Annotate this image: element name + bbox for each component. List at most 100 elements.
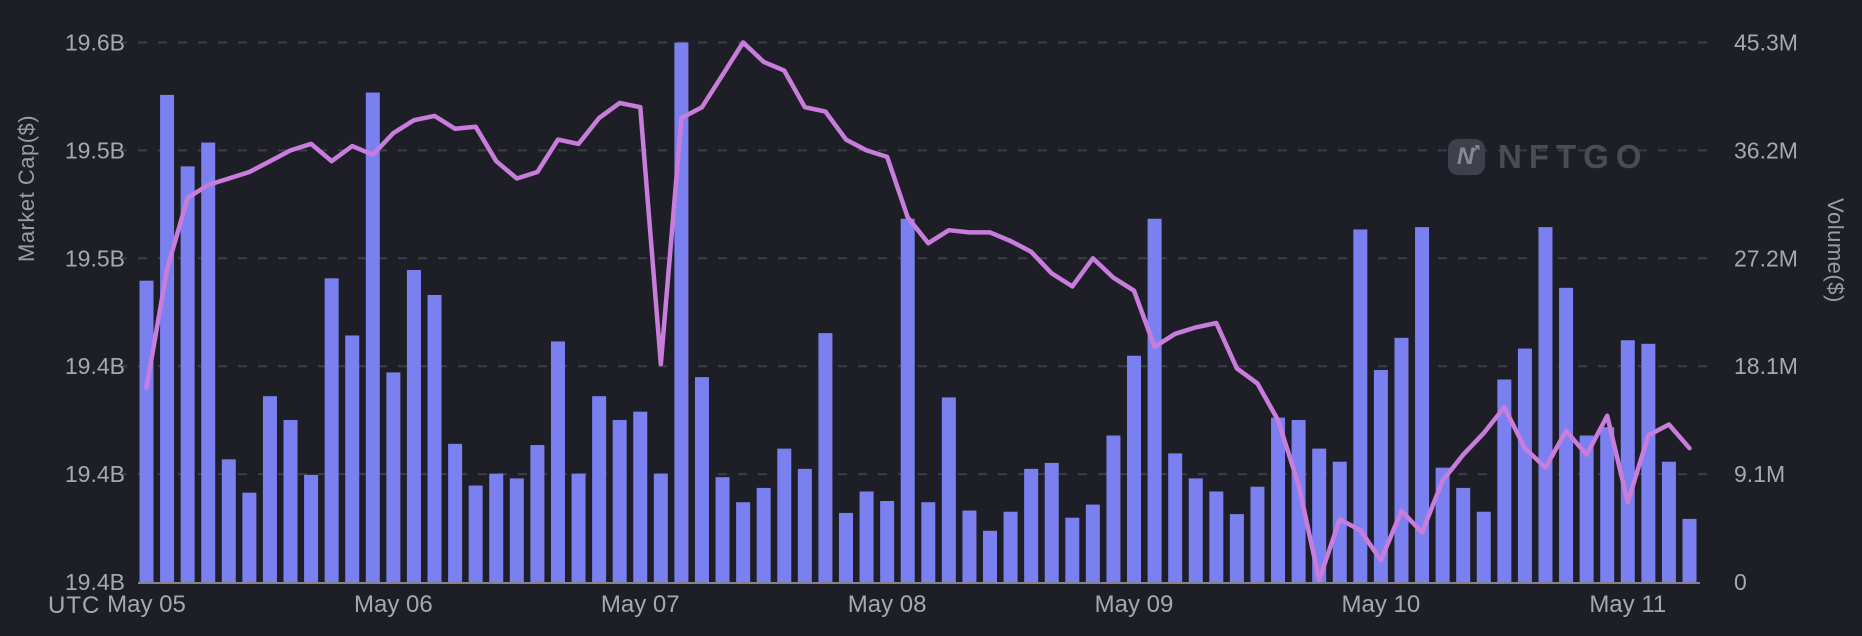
volume-bar[interactable] [489, 473, 504, 582]
right-axis-tick: 18.1M [1734, 353, 1798, 379]
left-axis-tick: 19.6B [65, 30, 125, 56]
left-axis-title: Market Cap($) [14, 114, 39, 262]
volume-bar[interactable] [756, 487, 771, 582]
volume-bar[interactable] [221, 459, 236, 582]
volume-bar[interactable] [777, 448, 792, 582]
right-axis-tick: 27.2M [1734, 245, 1798, 271]
left-axis-tick: 19.5B [65, 137, 125, 163]
volume-bar[interactable] [1291, 420, 1306, 582]
volume-bar[interactable] [1044, 462, 1059, 582]
left-axis-tick: 19.4B [65, 569, 125, 595]
x-axis-tick: May 08 [848, 591, 927, 618]
volume-bar[interactable] [715, 477, 730, 582]
volume-bar[interactable] [612, 420, 627, 582]
volume-bar[interactable] [1147, 218, 1162, 582]
volume-bar[interactable] [1373, 370, 1388, 582]
x-axis-tick: May 05 [107, 591, 186, 618]
volume-bar[interactable] [1312, 448, 1327, 582]
volume-bar[interactable] [983, 530, 998, 582]
volume-bar[interactable] [818, 333, 833, 582]
volume-bar[interactable] [1106, 435, 1121, 582]
volume-bar[interactable] [921, 502, 936, 582]
volume-bar[interactable] [1620, 340, 1635, 582]
logo-arrow-icon: ↗ [1470, 141, 1481, 156]
nftgo-logo-text: NFTGO [1498, 138, 1649, 175]
right-axis-tick: 0 [1734, 569, 1747, 595]
volume-bar[interactable] [1085, 504, 1100, 582]
volume-bar[interactable] [1065, 517, 1080, 582]
volume-bar[interactable] [180, 166, 195, 583]
volume-bar[interactable] [262, 396, 277, 582]
x-axis-tick: May 07 [601, 591, 680, 618]
x-axis-tick: May 10 [1342, 591, 1421, 618]
volume-bar[interactable] [386, 372, 401, 582]
volume-bar[interactable] [1579, 435, 1594, 582]
volume-bar[interactable] [1394, 337, 1409, 582]
volume-bar[interactable] [345, 335, 360, 582]
volume-bar[interactable] [736, 502, 751, 582]
volume-bar[interactable] [1456, 487, 1471, 582]
nftgo-watermark: N ↗ NFTGO [1448, 138, 1648, 176]
volume-bar[interactable] [962, 510, 977, 582]
volume-bar[interactable] [1188, 478, 1203, 582]
volume-bar[interactable] [653, 473, 668, 582]
nftgo-logo-icon: N ↗ [1448, 139, 1485, 175]
right-axis-tick: 9.1M [1734, 461, 1785, 487]
volume-bar[interactable] [1024, 468, 1039, 582]
volume-bar[interactable] [448, 443, 463, 582]
volume-bar[interactable] [201, 142, 216, 582]
volume-bar[interactable] [1003, 511, 1018, 582]
volume-bar[interactable] [427, 294, 442, 582]
volume-bar[interactable] [1168, 453, 1183, 582]
volume-bar[interactable] [509, 478, 524, 582]
volume-bar[interactable] [304, 474, 319, 582]
volume-bar[interactable] [139, 280, 154, 582]
volume-bar[interactable] [1600, 427, 1615, 582]
market-cap-line[interactable] [144, 40, 1692, 583]
volume-bar[interactable] [592, 396, 607, 582]
volume-bar[interactable] [365, 92, 380, 582]
volume-bar[interactable] [406, 269, 421, 582]
volume-bar[interactable] [1497, 379, 1512, 582]
volume-bar[interactable] [1271, 417, 1286, 582]
volume-bar[interactable] [900, 218, 915, 582]
volume-bar[interactable] [1250, 486, 1265, 582]
volume-bar[interactable] [242, 492, 257, 582]
volume-bar[interactable] [838, 512, 853, 582]
volume-bar[interactable] [880, 501, 895, 582]
volume-bar[interactable] [1682, 518, 1697, 582]
left-axis-tick: 19.4B [65, 353, 125, 379]
x-axis-tick: May 09 [1095, 591, 1174, 618]
volume-bar[interactable] [1517, 348, 1532, 582]
volume-bar[interactable] [324, 278, 339, 582]
volume-bar[interactable] [1415, 227, 1430, 582]
x-axis-tick: May 11 [1589, 591, 1666, 618]
timezone-label: UTC [48, 592, 101, 619]
volume-bar[interactable] [530, 445, 545, 582]
volume-bar[interactable] [283, 420, 298, 582]
right-axis-tick: 45.3M [1734, 30, 1798, 56]
volume-bar[interactable] [633, 411, 648, 582]
volume-bar[interactable] [797, 468, 812, 582]
volume-bar[interactable] [1538, 227, 1553, 582]
volume-bar[interactable] [1229, 514, 1244, 582]
volume-bar[interactable] [1435, 467, 1450, 582]
volume-bar[interactable] [941, 397, 956, 582]
volume-bar[interactable] [1661, 461, 1676, 582]
volume-bar[interactable] [468, 485, 483, 582]
volume-bar[interactable] [160, 94, 175, 582]
right-axis-tick: 36.2M [1734, 137, 1798, 163]
volume-bar[interactable] [1641, 343, 1656, 582]
volume-bar[interactable] [1353, 229, 1368, 582]
volume-bar[interactable] [1476, 511, 1491, 582]
logo-n-glyph: N [1456, 143, 1475, 170]
x-axis-tick: May 06 [354, 591, 433, 618]
volume-bar[interactable] [1209, 491, 1224, 582]
volume-bar[interactable] [859, 491, 874, 582]
volume-bar[interactable] [1127, 355, 1142, 582]
volume-bar[interactable] [571, 473, 586, 582]
volume-bar[interactable] [694, 377, 709, 582]
volume-bar[interactable] [550, 341, 565, 582]
